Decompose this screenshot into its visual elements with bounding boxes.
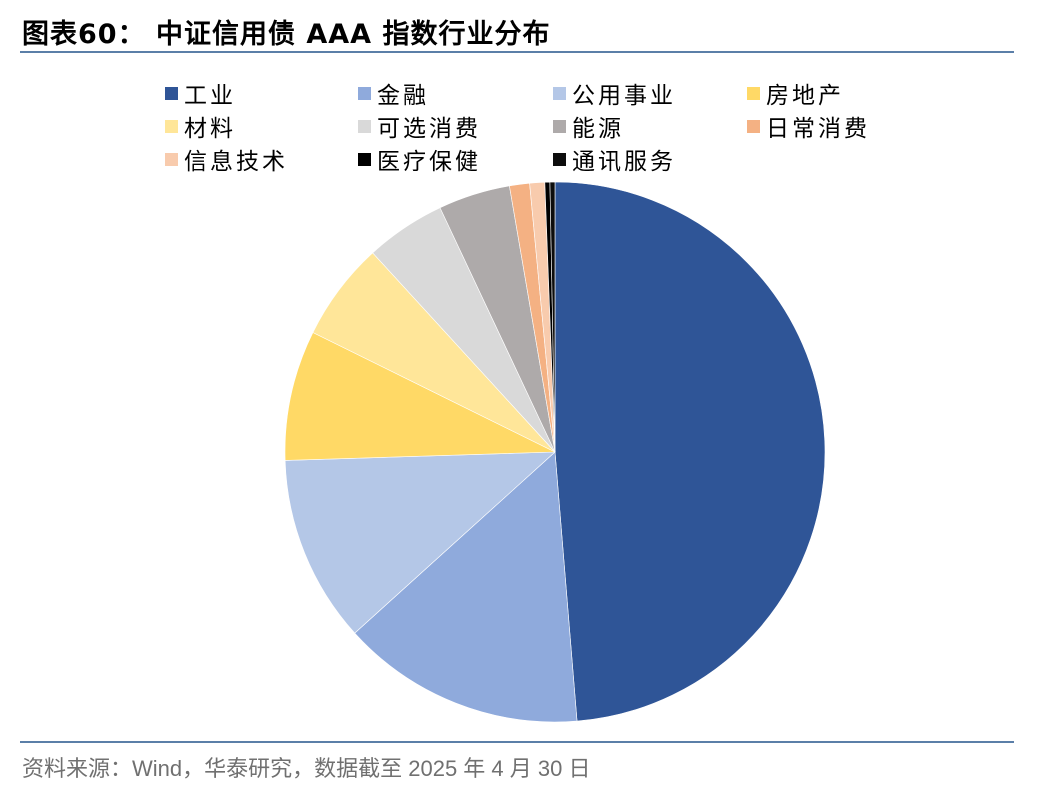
legend-swatch [747,86,760,100]
legend-label: 工业 [184,83,236,109]
legend-item-information-technology: 信息技术 [165,142,288,176]
legend-label: 能源 [572,116,624,142]
legend-label: 金融 [377,83,429,109]
legend-label: 医疗保健 [377,149,481,175]
title-divider [20,51,1014,53]
pie-slice-2 [284,451,556,634]
pie-slice-0 [554,181,826,722]
legend-item-financials: 金融 [358,76,429,110]
legend-label: 材料 [184,116,236,142]
pie-slices [284,181,826,723]
legend-swatch [747,119,760,133]
chart-title: 图表60： 中证信用债 AAA 指数行业分布 [22,19,551,50]
legend-swatch [358,86,371,100]
legend-label: 可选消费 [377,116,481,142]
legend-swatch [553,119,566,133]
legend-label: 信息技术 [184,149,288,175]
legend-item-materials: 材料 [165,109,236,143]
source-note: 资料来源：Wind，华泰研究，数据截至 2025 年 4 月 30 日 [22,756,591,781]
legend-swatch [358,152,371,166]
legend-item-health-care: 医疗保健 [358,142,481,176]
legend-item-energy: 能源 [553,109,624,143]
legend-swatch [165,86,178,100]
pie-slice-1 [354,451,578,723]
legend-swatch [553,86,566,100]
pie-slice-10 [549,181,556,453]
footer-divider [20,741,1014,743]
legend-item-utilities: 公用事业 [553,76,676,110]
pie-slice-3 [284,332,556,461]
legend-item-communication-services: 通讯服务 [553,142,676,176]
legend-item-real-estate: 房地产 [747,76,844,110]
legend-swatch [358,119,371,133]
legend-label: 公用事业 [572,83,676,109]
legend-label: 日常消费 [766,116,870,142]
legend-label: 通讯服务 [572,149,676,175]
legend-label: 房地产 [766,83,844,109]
legend-item-consumer-staples: 日常消费 [747,109,870,143]
legend-swatch [165,119,178,133]
legend-item-consumer-discretionary: 可选消费 [358,109,481,143]
legend-swatch [165,152,178,166]
legend-swatch [553,152,566,166]
legend-item-industrial: 工业 [165,76,236,110]
